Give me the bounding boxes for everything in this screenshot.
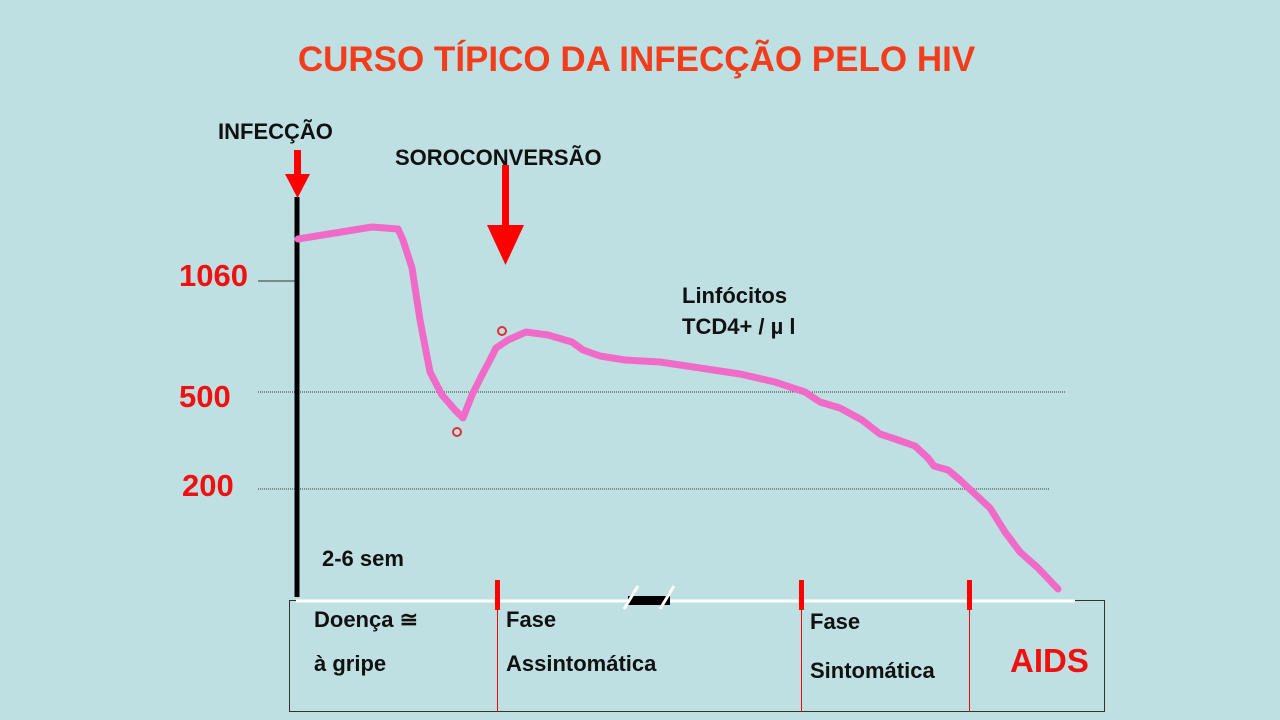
divider-1-tick xyxy=(495,580,500,610)
phase2-line1: Fase xyxy=(506,607,557,632)
y-tick-500: 500 xyxy=(179,379,231,414)
cd4-curve xyxy=(294,223,1062,593)
time-label: 2-6 sem xyxy=(322,546,404,571)
divider-3-tick xyxy=(967,580,972,610)
phase1-line1: Doença ≅ xyxy=(314,607,419,632)
seroconversion-arrow xyxy=(487,165,524,265)
y-tick-200: 200 xyxy=(182,468,234,503)
infection-arrow xyxy=(285,150,310,198)
infection-label: INFECÇÃO xyxy=(218,119,333,144)
series-label-line1: Linfócitos xyxy=(682,283,788,308)
marker-peak xyxy=(497,326,507,336)
phase3-line2: Sintomática xyxy=(810,658,935,683)
divider-2-tick xyxy=(799,580,804,610)
seroconversion-label: SOROCONVERSÃO xyxy=(395,145,602,170)
page-title: CURSO TÍPICO DA INFECÇÃO PELO HIV xyxy=(297,40,976,79)
phase3-line1: Fase xyxy=(810,609,861,634)
phase2-line2: Assintomática xyxy=(506,651,657,676)
axis-break xyxy=(622,585,676,610)
y-tick-1060: 1060 xyxy=(179,258,248,293)
phase1-line2: à gripe xyxy=(314,651,387,676)
phase4-aids: AIDS xyxy=(1010,642,1089,679)
marker-dip xyxy=(452,427,462,437)
series-label-line2: TCD4+ / µ l xyxy=(682,314,796,339)
